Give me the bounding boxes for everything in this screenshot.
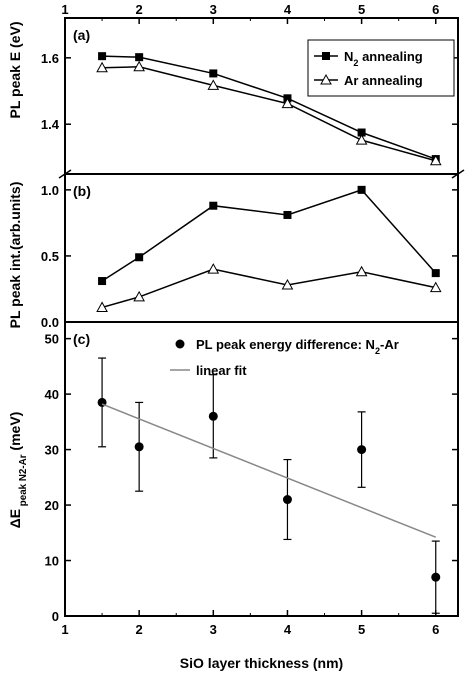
ar-point — [281, 97, 294, 109]
axis-ticks: 1 1 2 2 3 3 4 4 5 5 6 6 1.4 1.6 0.0 0.5 1.0 0 10 20 30 40 50 — [41, 2, 458, 637]
ar-point — [207, 263, 220, 274]
n2-point — [357, 185, 366, 194]
y-tick-label: 30 — [45, 443, 59, 458]
n2-point — [209, 69, 218, 78]
legends: N2 annealing Ar annealing PL peak energy d… — [170, 39, 455, 378]
diff-point — [431, 572, 441, 582]
y-tick-label: 50 — [45, 332, 59, 347]
series-line — [101, 188, 437, 282]
diff-point — [357, 445, 367, 455]
legend-triangle-marker — [320, 73, 332, 85]
axes-frame — [58, 17, 465, 617]
ar-point — [133, 60, 146, 72]
n2-point — [135, 53, 144, 62]
n2-point — [98, 52, 107, 61]
x-axis-label: SiO layer thickness (nm) — [180, 655, 343, 671]
top-x-tick-label: 1 — [61, 2, 68, 17]
x-tick-label: 6 — [432, 622, 439, 637]
y-tick-label: 20 — [45, 498, 59, 513]
plot-marks — [96, 52, 442, 614]
panel-label: (a) — [73, 27, 90, 43]
ar-point — [207, 79, 220, 90]
y-tick-label: 1.6 — [41, 51, 59, 66]
ar-point — [96, 61, 108, 73]
n2-point — [135, 253, 144, 262]
ar-point — [355, 265, 368, 277]
y-tick-label: 40 — [45, 387, 59, 402]
top-x-tick-label: 5 — [358, 2, 365, 17]
legend-label: linear fit — [196, 363, 247, 378]
ar-point — [429, 154, 442, 166]
x-tick-label: 3 — [210, 622, 217, 637]
y-tick-label: 1.0 — [41, 183, 59, 198]
diff-point — [282, 495, 292, 505]
plot-border — [64, 17, 459, 617]
fit-line — [101, 403, 437, 538]
y-tick-label: 1.4 — [41, 117, 60, 132]
legend-box — [307, 39, 455, 97]
panel-label: (b) — [73, 183, 91, 199]
series-line — [102, 55, 437, 160]
n2-point — [98, 277, 107, 286]
diff-point — [208, 411, 218, 421]
axis-break-right — [451, 169, 465, 179]
series-line — [102, 66, 436, 162]
y-tick-label: 0.5 — [41, 249, 59, 264]
y-tick-label: 0 — [52, 609, 59, 624]
ar-point — [133, 290, 146, 302]
x-tick-label: 4 — [284, 622, 292, 637]
legend-circle-marker — [175, 339, 185, 349]
ar-point — [429, 281, 442, 293]
top-x-tick-label: 3 — [210, 2, 217, 17]
y-axis-label: ΔE peak N2-Ar (meV) — [7, 412, 29, 529]
ar-point — [96, 301, 108, 312]
legend-label: N2 annealing — [344, 49, 423, 68]
y-axis-label: PL peak int.(arb.units) — [7, 182, 23, 329]
legend-label: Ar annealing — [344, 73, 423, 88]
ar-point — [355, 134, 368, 145]
x-tick-label: 1 — [61, 622, 68, 637]
diff-point — [134, 442, 144, 452]
series-line — [101, 268, 436, 309]
y-tick-label: 0.0 — [41, 315, 59, 330]
top-x-tick-label: 6 — [432, 2, 439, 17]
axis-labels: SiO layer thickness (nm) (a) PL peak E (eV… — [7, 21, 343, 671]
axis-break-left — [58, 169, 72, 179]
n2-point — [209, 201, 218, 210]
legend-square-marker — [322, 52, 330, 60]
y-tick-label: 10 — [45, 554, 59, 569]
top-x-tick-label: 4 — [284, 2, 292, 17]
ar-point — [281, 278, 294, 290]
panel-label: (c) — [73, 331, 90, 347]
x-tick-label: 2 — [136, 622, 143, 637]
y-axis-label: PL peak E (eV) — [7, 21, 23, 118]
top-x-tick-label: 2 — [136, 2, 143, 17]
n2-point — [431, 269, 440, 278]
x-tick-label: 5 — [358, 622, 365, 637]
n2-point — [357, 128, 366, 137]
legend-label: PL peak energy difference: N2-Ar — [196, 337, 399, 356]
n2-point — [283, 210, 292, 219]
